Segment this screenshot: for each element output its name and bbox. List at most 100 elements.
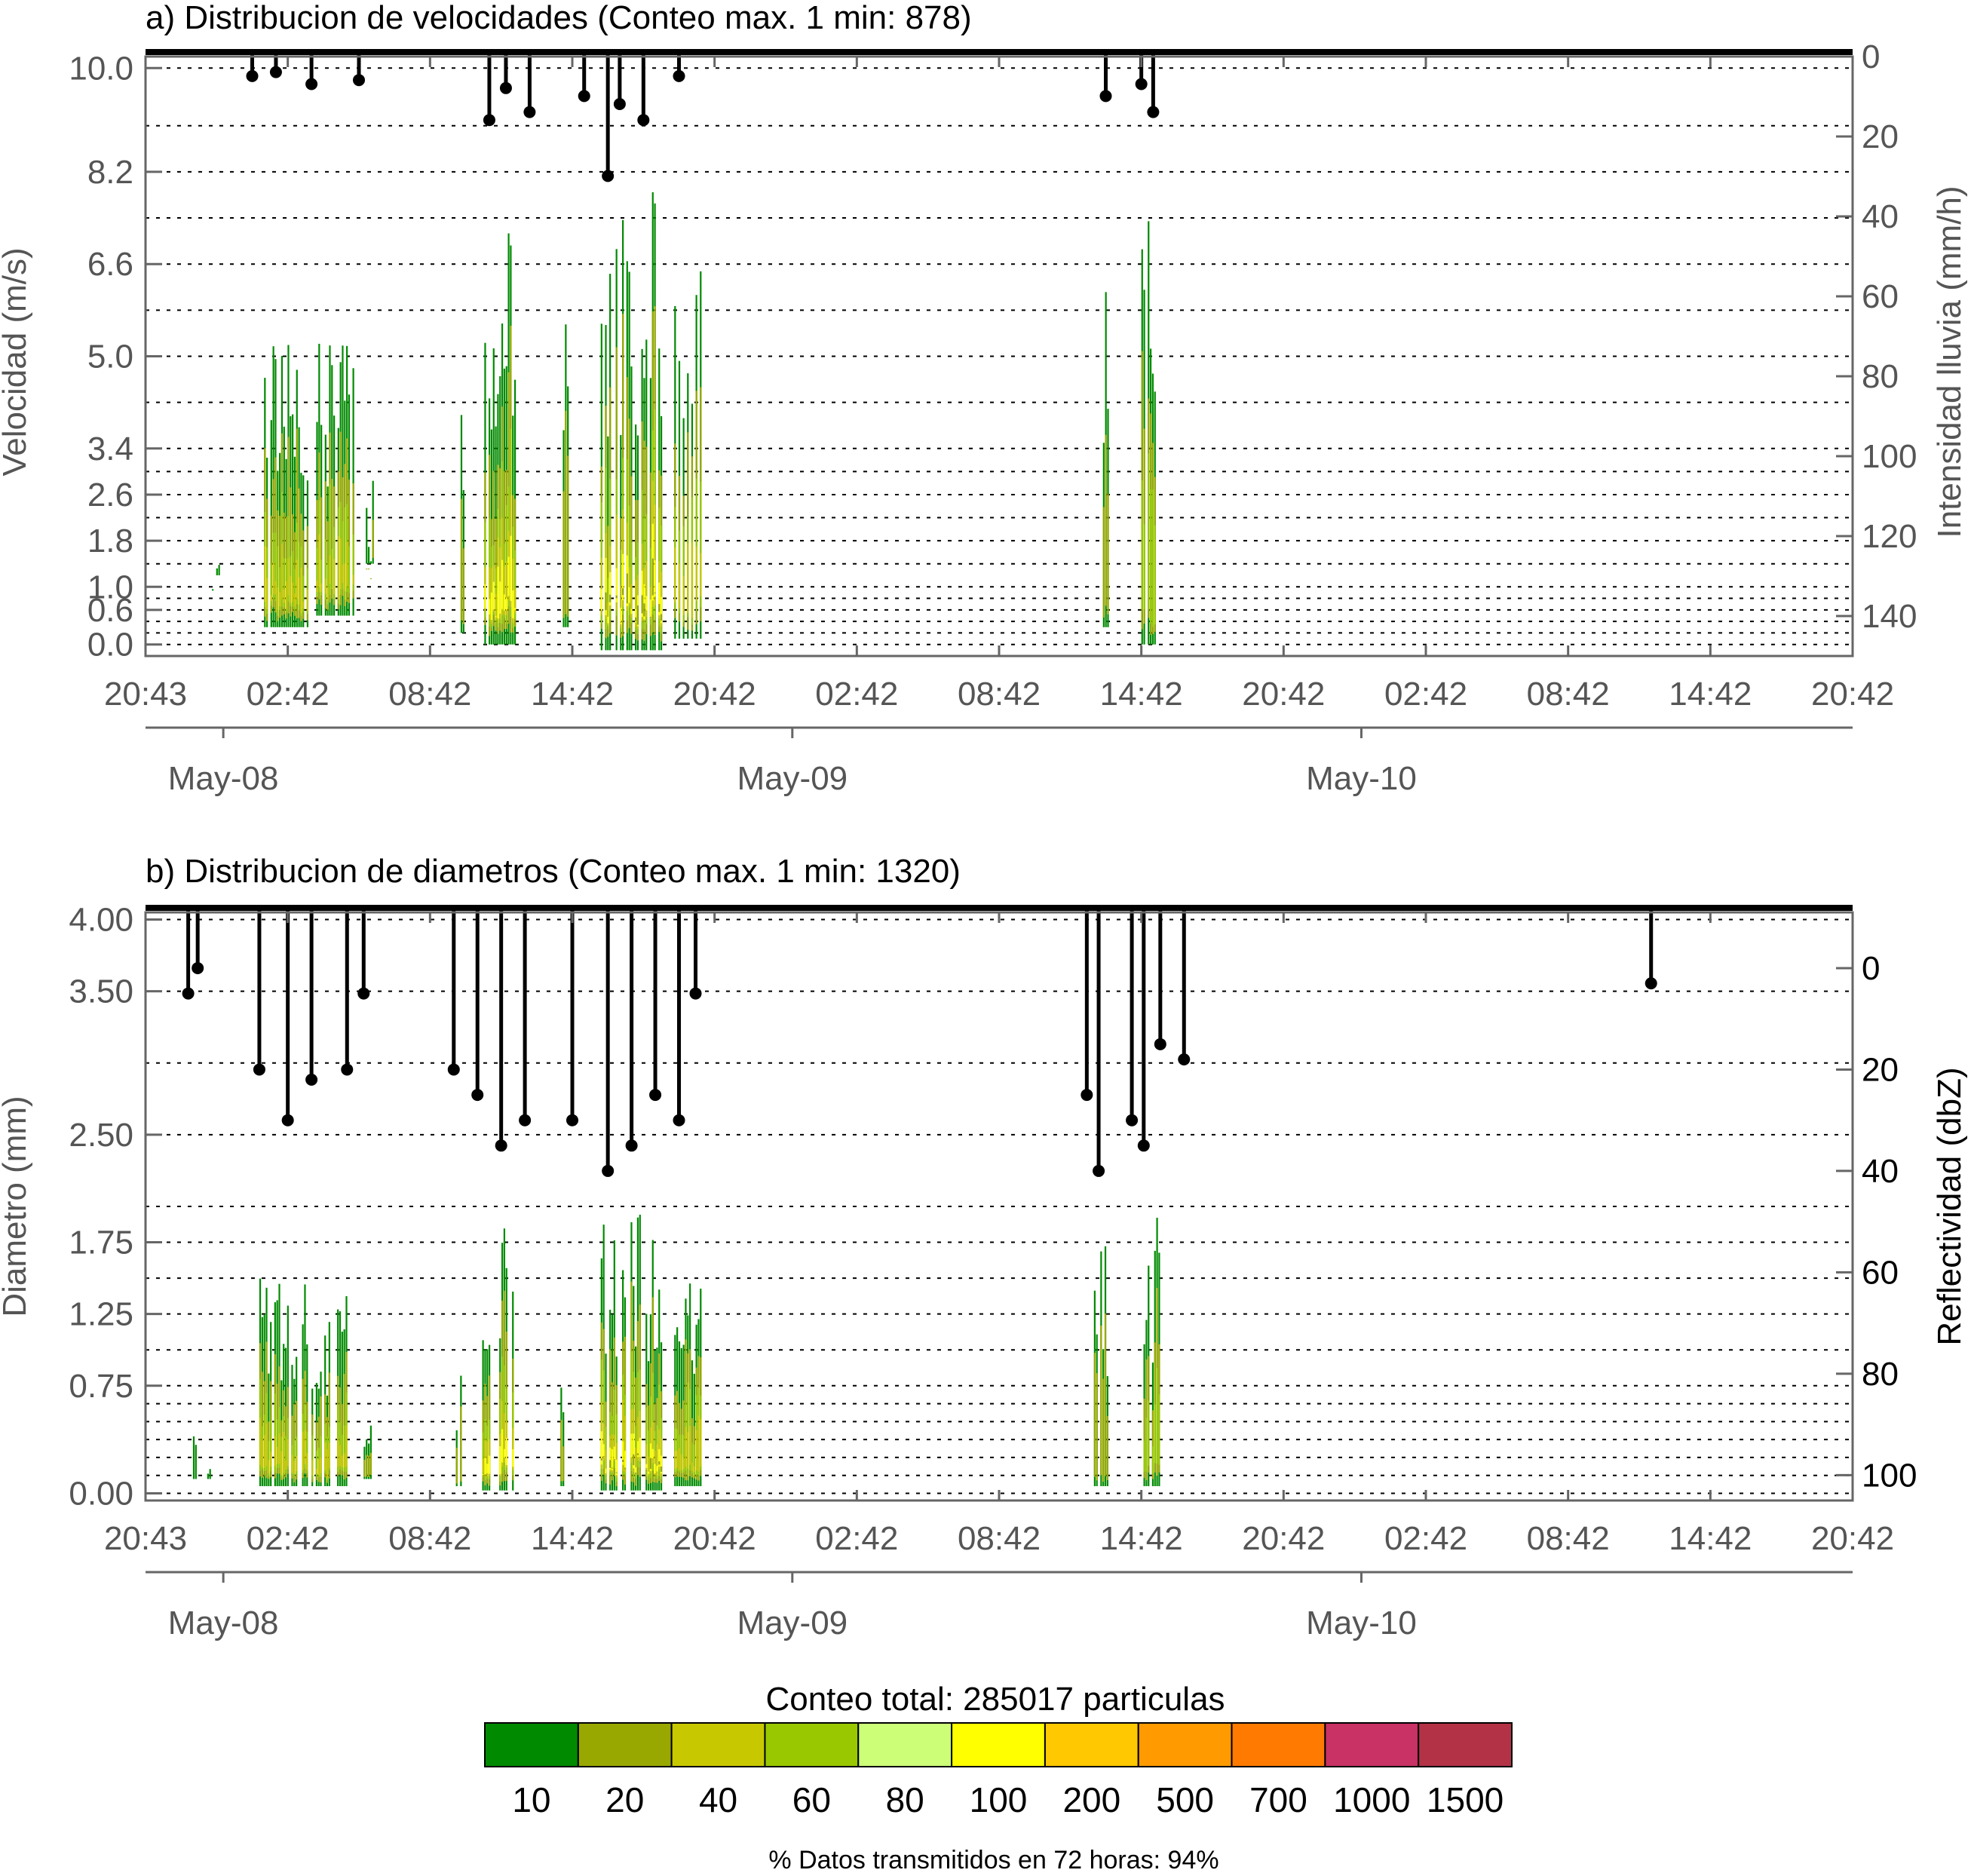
heat-cell: [342, 565, 344, 583]
heat-cell: [639, 1462, 641, 1464]
heat-cell: [609, 572, 612, 605]
heat-cell: [562, 1446, 565, 1482]
heat-cell: [641, 595, 643, 614]
heat-cell: [279, 516, 281, 618]
heat-cell: [512, 590, 514, 618]
heat-cell: [292, 550, 294, 607]
panel-a-y2label: Intensidad lluvia (mm/h): [1931, 185, 1968, 538]
heat-cell: [622, 1441, 624, 1465]
heat-cell: [639, 1411, 641, 1461]
heat-cell: [600, 589, 602, 611]
heat-cell: [660, 596, 663, 624]
heat-cell: [630, 542, 633, 624]
panel-a-gridlines: [146, 67, 1853, 645]
heat-cell: [700, 1418, 702, 1467]
heat-cell: [643, 584, 645, 620]
heat-cell: [484, 1457, 486, 1475]
heat-cell: [611, 1448, 614, 1470]
heat-cell: [1093, 1353, 1096, 1477]
heat-cell: [607, 627, 609, 629]
heat-cell: [635, 580, 637, 627]
heat-cell: [331, 548, 333, 588]
colorbar-swatch: [577, 1722, 673, 1767]
heat-cell: [317, 1459, 320, 1476]
colorbar-level-label: 60: [792, 1780, 831, 1819]
x-tick-label: 20:43: [104, 676, 187, 713]
y-tick-label: 4.00: [69, 902, 133, 939]
series-point: [192, 961, 204, 974]
heat-cell: [337, 1438, 339, 1467]
colorbar-level-label: 1000: [1333, 1780, 1410, 1819]
heat-cell: [290, 487, 292, 617]
heat-cell: [283, 557, 285, 608]
heat-cell: [633, 1433, 635, 1469]
series-point: [305, 78, 318, 90]
heat-cell: [613, 1459, 615, 1461]
x-tick-label: 20:42: [673, 1520, 756, 1557]
heat-cell: [293, 569, 296, 611]
heat-cell: [1148, 1400, 1150, 1467]
x-tick-label: 20:42: [673, 676, 756, 713]
colorbar-labels: 10 20 40 60 80 100 200 500 700 1000 1500: [512, 1780, 1504, 1819]
y-tick-label: 0.0: [87, 627, 133, 664]
heat-cell: [482, 1432, 484, 1477]
y2-tick-label: 40: [1862, 1153, 1899, 1190]
heat-cell: [266, 578, 268, 609]
heat-cell: [658, 582, 661, 615]
heat-cell: [678, 562, 681, 608]
heat-cell: [1148, 453, 1150, 610]
heat-cell: [495, 593, 497, 620]
heat-cell: [274, 1393, 276, 1473]
heat-cell: [270, 1451, 272, 1467]
heat-cell: [293, 593, 296, 607]
heat-cell: [495, 616, 497, 618]
heat-cell: [298, 541, 300, 610]
panel-a-y-ticks: 0.00.61.0 1.8 2.6 3.4 5.0 6.6 8.2 10.0: [69, 50, 162, 664]
heat-cell: [622, 553, 624, 600]
heat-cell: [324, 1442, 326, 1470]
heat-cell: [628, 587, 630, 603]
heat-cell: [296, 559, 298, 599]
panel-b-date-axis: May-08 May-09 May-10: [146, 1571, 1853, 1642]
heat-cell: [609, 1447, 612, 1470]
series-point: [519, 1114, 532, 1127]
date-label: May-09: [737, 760, 848, 797]
heat-cell: [656, 1466, 658, 1473]
heat-cell: [513, 608, 517, 611]
heat-cell: [560, 1420, 562, 1482]
heat-cell: [602, 1444, 605, 1458]
heat-cell: [635, 617, 637, 622]
heat-cell: [292, 582, 294, 602]
panel-a-title: a) Distribucion de velocidades (Conteo m…: [146, 0, 972, 36]
heat-cell: [315, 1450, 317, 1476]
heat-cell: [622, 1399, 624, 1471]
heat-cell: [645, 1464, 648, 1468]
heat-cell: [651, 1458, 654, 1460]
heat-cell: [654, 560, 656, 597]
y-tick-label: 2.6: [87, 477, 133, 513]
y-tick-label: 1.25: [69, 1296, 133, 1333]
colorbar-title: Conteo total: 285017 particulas: [765, 1681, 1225, 1718]
heat-cell: [263, 1435, 265, 1468]
y-tick-label: 2.50: [69, 1117, 133, 1154]
heat-cell: [507, 556, 510, 596]
heat-cell: [695, 478, 697, 612]
heat-cell: [513, 588, 517, 614]
x-tick-label: 02:42: [247, 1520, 330, 1557]
heat-cell: [207, 1473, 209, 1479]
heat-cell: [656, 1471, 658, 1473]
heat-cell: [328, 1372, 330, 1479]
heat-cell: [363, 1460, 366, 1477]
heat-cell: [1151, 489, 1154, 627]
heat-cell: [339, 538, 342, 590]
heat-cell: [658, 1461, 661, 1465]
heat-cell: [276, 1419, 278, 1469]
heat-cell: [647, 1481, 650, 1482]
heat-cell: [654, 504, 656, 605]
series-point: [625, 1139, 638, 1152]
y2-tick-label: 120: [1862, 518, 1917, 555]
heat-cell: [503, 1448, 506, 1458]
heat-cell: [326, 562, 329, 605]
y2-tick-label: 20: [1862, 118, 1899, 155]
x-tick-label: 20:43: [104, 1520, 187, 1557]
